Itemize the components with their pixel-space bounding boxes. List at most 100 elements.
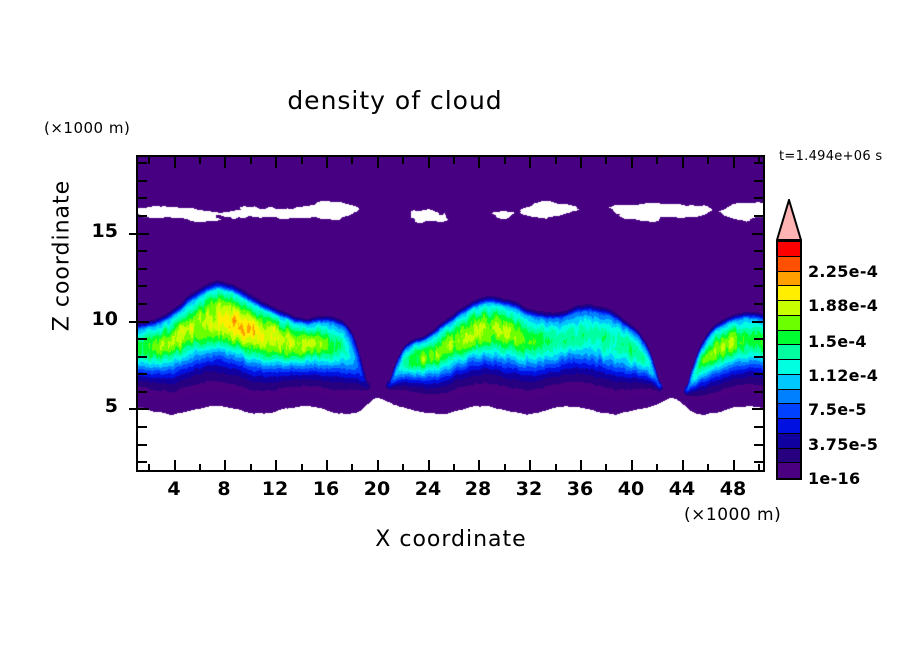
x-major-tick [275, 460, 277, 472]
x-major-tick [580, 460, 582, 472]
y-minor-tick [138, 285, 147, 287]
x-minor-tick-top [656, 157, 658, 164]
colorbar-tick-label: 1e-16 [808, 469, 861, 488]
y-minor-tick-right [754, 426, 763, 428]
x-major-tick-top [580, 157, 582, 168]
y-minor-tick-right [754, 215, 763, 217]
x-major-tick-top [428, 157, 430, 168]
x-axis-units-label: (×1000 m) [684, 505, 782, 525]
x-minor-tick-top [199, 157, 201, 164]
x-minor-tick [301, 464, 303, 472]
colorbar-band [778, 389, 800, 405]
y-minor-tick-right [754, 162, 763, 164]
x-major-tick [529, 460, 531, 472]
y-minor-tick [138, 268, 147, 270]
colorbar-tick-label: 1.12e-4 [808, 366, 879, 386]
x-major-tick [682, 460, 684, 472]
x-major-tick [478, 460, 480, 472]
x-tick-label: 12 [261, 478, 289, 500]
x-axis-label: X coordinate [375, 527, 527, 552]
x-major-tick-top [733, 157, 735, 168]
colorbar-band [778, 374, 800, 390]
y-minor-tick-right [754, 197, 763, 199]
y-minor-tick-right [754, 268, 763, 270]
x-major-tick-top [174, 157, 176, 168]
x-major-tick-top [224, 157, 226, 168]
x-minor-tick [504, 464, 506, 472]
x-minor-tick-top [148, 157, 150, 164]
x-minor-tick [351, 464, 353, 472]
y-minor-tick [138, 338, 147, 340]
x-minor-tick [758, 464, 760, 472]
x-minor-tick-top [402, 157, 404, 164]
x-tick-label: 36 [566, 478, 594, 500]
colorbar-band [778, 256, 800, 272]
colorbar-band [778, 315, 800, 331]
y-minor-tick [138, 180, 147, 182]
x-major-tick-top [478, 157, 480, 168]
cloud-density-heatmap [138, 157, 763, 470]
y-minor-tick-right [754, 338, 763, 340]
colorbar-band [778, 301, 800, 316]
y-axis-units-label: (×1000 m) [44, 119, 131, 137]
y-minor-tick [138, 373, 147, 375]
page-title: density of cloud [287, 86, 503, 115]
y-minor-tick [138, 162, 147, 164]
x-minor-tick-top [351, 157, 353, 164]
x-minor-tick [402, 464, 404, 472]
x-major-tick-top [377, 157, 379, 168]
colorbar-band [778, 286, 800, 301]
x-tick-label: 44 [668, 478, 696, 500]
y-minor-tick-right [754, 356, 763, 358]
x-minor-tick-top [250, 157, 252, 164]
y-minor-tick-right [754, 373, 763, 375]
colorbar-band [778, 448, 800, 464]
y-minor-tick-right [754, 391, 763, 393]
x-major-tick [733, 460, 735, 472]
x-major-tick-top [326, 157, 328, 168]
x-minor-tick [453, 464, 455, 472]
y-major-tick-right [752, 321, 765, 323]
x-major-tick-top [275, 157, 277, 168]
y-major-tick [129, 321, 149, 323]
x-major-tick [174, 460, 176, 472]
y-minor-tick [138, 215, 147, 217]
x-minor-tick-top [555, 157, 557, 164]
x-tick-label: 40 [617, 478, 645, 500]
x-minor-tick [148, 464, 150, 472]
x-minor-tick [250, 464, 252, 472]
colorbar-tick-label: 7.5e-5 [808, 400, 867, 420]
x-minor-tick [199, 464, 201, 472]
x-minor-tick-top [758, 157, 760, 164]
y-tick-label: 10 [91, 308, 118, 330]
y-minor-tick-right [754, 250, 763, 252]
y-minor-tick [138, 426, 147, 428]
y-minor-tick-right [754, 444, 763, 446]
x-major-tick-top [631, 157, 633, 168]
y-minor-tick [138, 391, 147, 393]
colorbar-band [778, 419, 800, 434]
colorbar-extend-arrow [776, 199, 802, 241]
colorbar-tick-label: 3.75e-5 [808, 434, 879, 454]
x-tick-label: 24 [414, 478, 442, 500]
colorbar-band [778, 404, 800, 419]
x-minor-tick [707, 464, 709, 472]
colorbar-band [778, 330, 800, 346]
x-minor-tick-top [301, 157, 303, 164]
x-minor-tick [555, 464, 557, 472]
x-major-tick [428, 460, 430, 472]
colorbar-band [778, 463, 800, 478]
colorbar-band [778, 360, 800, 375]
plot-area [136, 155, 765, 472]
x-minor-tick [656, 464, 658, 472]
y-major-tick [129, 233, 149, 235]
x-tick-label: 20 [363, 478, 391, 500]
x-major-tick-top [682, 157, 684, 168]
colorbar-tick-label: 1.88e-4 [808, 295, 879, 315]
x-minor-tick-top [504, 157, 506, 164]
y-minor-tick-right [754, 285, 763, 287]
colorbar-band [778, 242, 800, 257]
y-minor-tick [138, 250, 147, 252]
x-minor-tick-top [605, 157, 607, 164]
